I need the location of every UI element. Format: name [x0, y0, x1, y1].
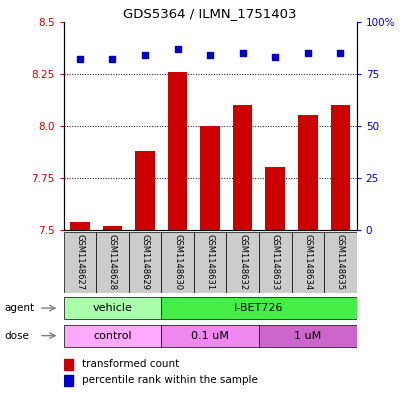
Bar — [70, 222, 90, 230]
Bar — [265, 167, 284, 230]
Text: GSM1148629: GSM1148629 — [140, 234, 149, 290]
Point — [206, 52, 213, 58]
Bar — [63, 297, 161, 319]
Text: I-BET726: I-BET726 — [234, 303, 283, 313]
Bar — [167, 72, 187, 230]
Text: percentile rank within the sample: percentile rank within the sample — [82, 375, 257, 386]
Text: transformed count: transformed count — [82, 359, 179, 369]
Text: dose: dose — [4, 331, 29, 341]
Bar — [63, 359, 73, 370]
Text: vehicle: vehicle — [92, 303, 132, 313]
Bar — [135, 151, 154, 230]
Text: 0.1 uM: 0.1 uM — [191, 331, 229, 341]
Bar — [226, 232, 258, 293]
Text: agent: agent — [4, 303, 34, 313]
Text: control: control — [93, 331, 131, 341]
Bar — [96, 232, 128, 293]
Point — [304, 50, 310, 56]
Bar — [161, 297, 356, 319]
Text: GSM1148632: GSM1148632 — [238, 234, 247, 290]
Point — [336, 50, 343, 56]
Bar — [200, 126, 219, 230]
Point — [76, 56, 83, 62]
Text: GSM1148630: GSM1148630 — [173, 234, 182, 290]
Bar — [128, 232, 161, 293]
Bar — [258, 232, 291, 293]
Bar — [161, 232, 193, 293]
Text: GSM1148634: GSM1148634 — [303, 234, 312, 290]
Text: GSM1148628: GSM1148628 — [108, 234, 117, 290]
Bar — [330, 105, 349, 230]
Bar — [63, 375, 73, 386]
Bar — [291, 232, 324, 293]
Bar — [102, 226, 122, 230]
Bar — [232, 105, 252, 230]
Point — [174, 46, 180, 52]
Text: GSM1148631: GSM1148631 — [205, 234, 214, 290]
Text: 1 uM: 1 uM — [294, 331, 321, 341]
Point — [271, 54, 278, 60]
Bar — [161, 325, 258, 347]
Bar — [63, 325, 161, 347]
Text: GSM1148627: GSM1148627 — [75, 234, 84, 290]
Point — [239, 50, 245, 56]
Text: GSM1148633: GSM1148633 — [270, 234, 279, 290]
Bar — [63, 232, 96, 293]
Bar — [258, 325, 356, 347]
Point — [142, 52, 148, 58]
Bar — [297, 115, 317, 230]
Title: GDS5364 / ILMN_1751403: GDS5364 / ILMN_1751403 — [123, 7, 296, 20]
Point — [109, 56, 115, 62]
Bar — [324, 232, 356, 293]
Bar — [193, 232, 226, 293]
Text: GSM1148635: GSM1148635 — [335, 234, 344, 290]
